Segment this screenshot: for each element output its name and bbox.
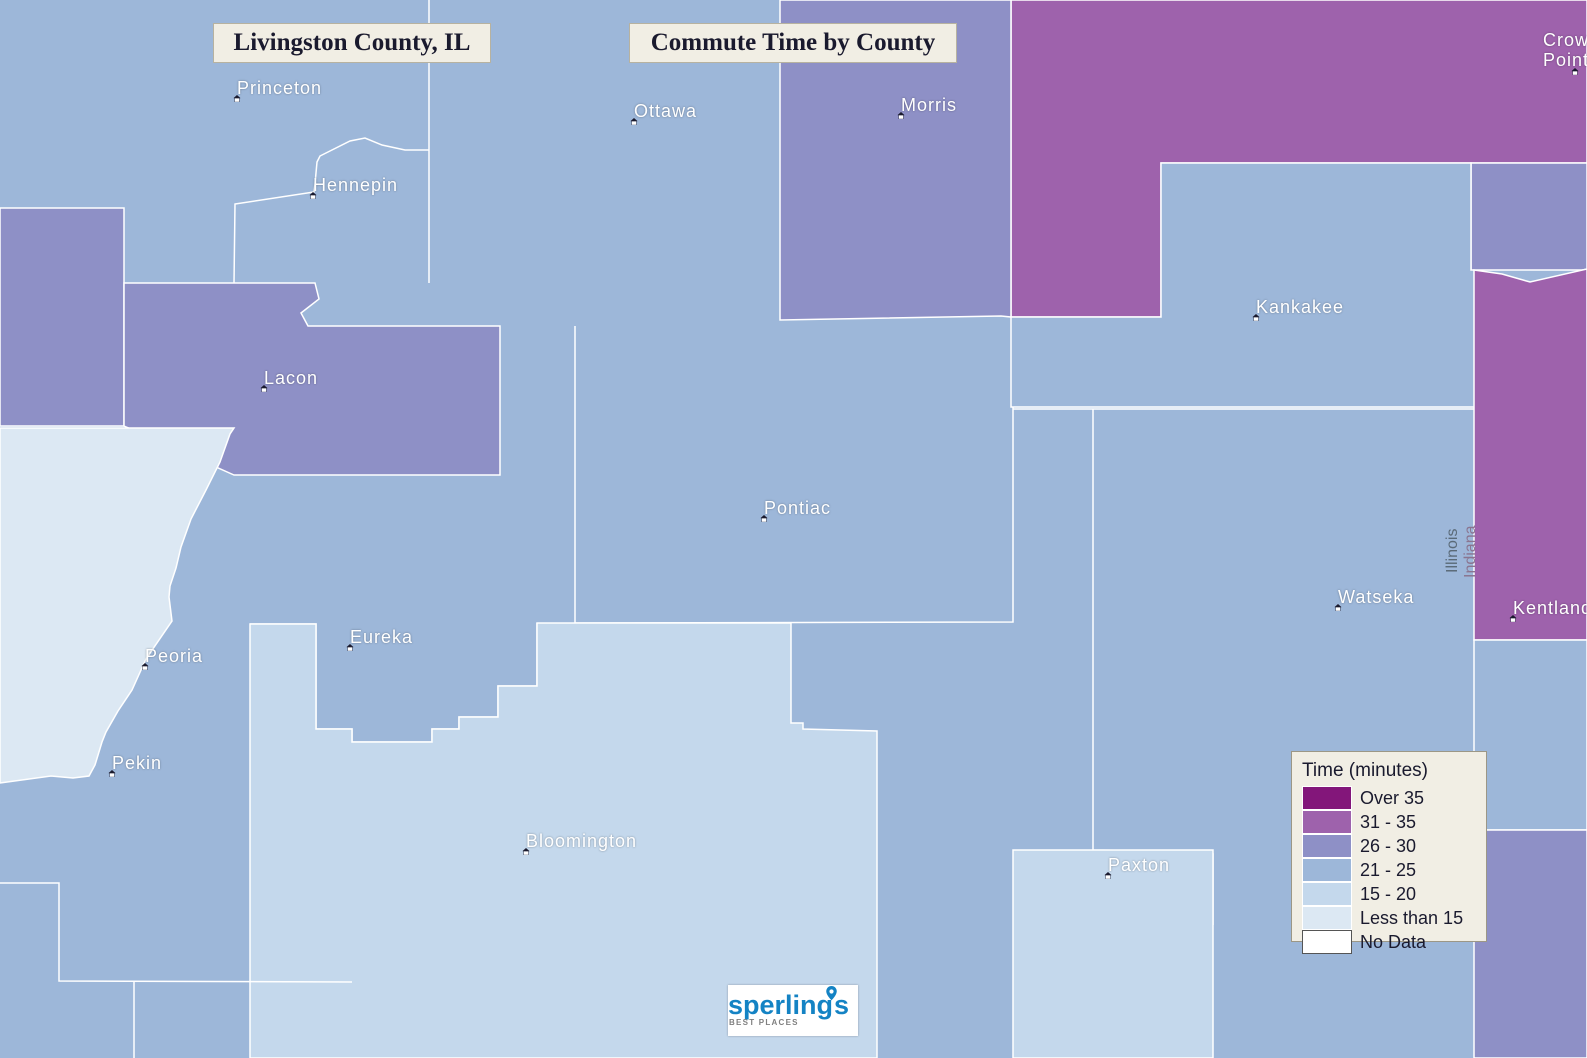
svg-text:BEST PLACES: BEST PLACES xyxy=(729,1018,799,1027)
svg-text:s: s xyxy=(834,990,849,1020)
svg-text:sperling: sperling xyxy=(728,990,833,1020)
